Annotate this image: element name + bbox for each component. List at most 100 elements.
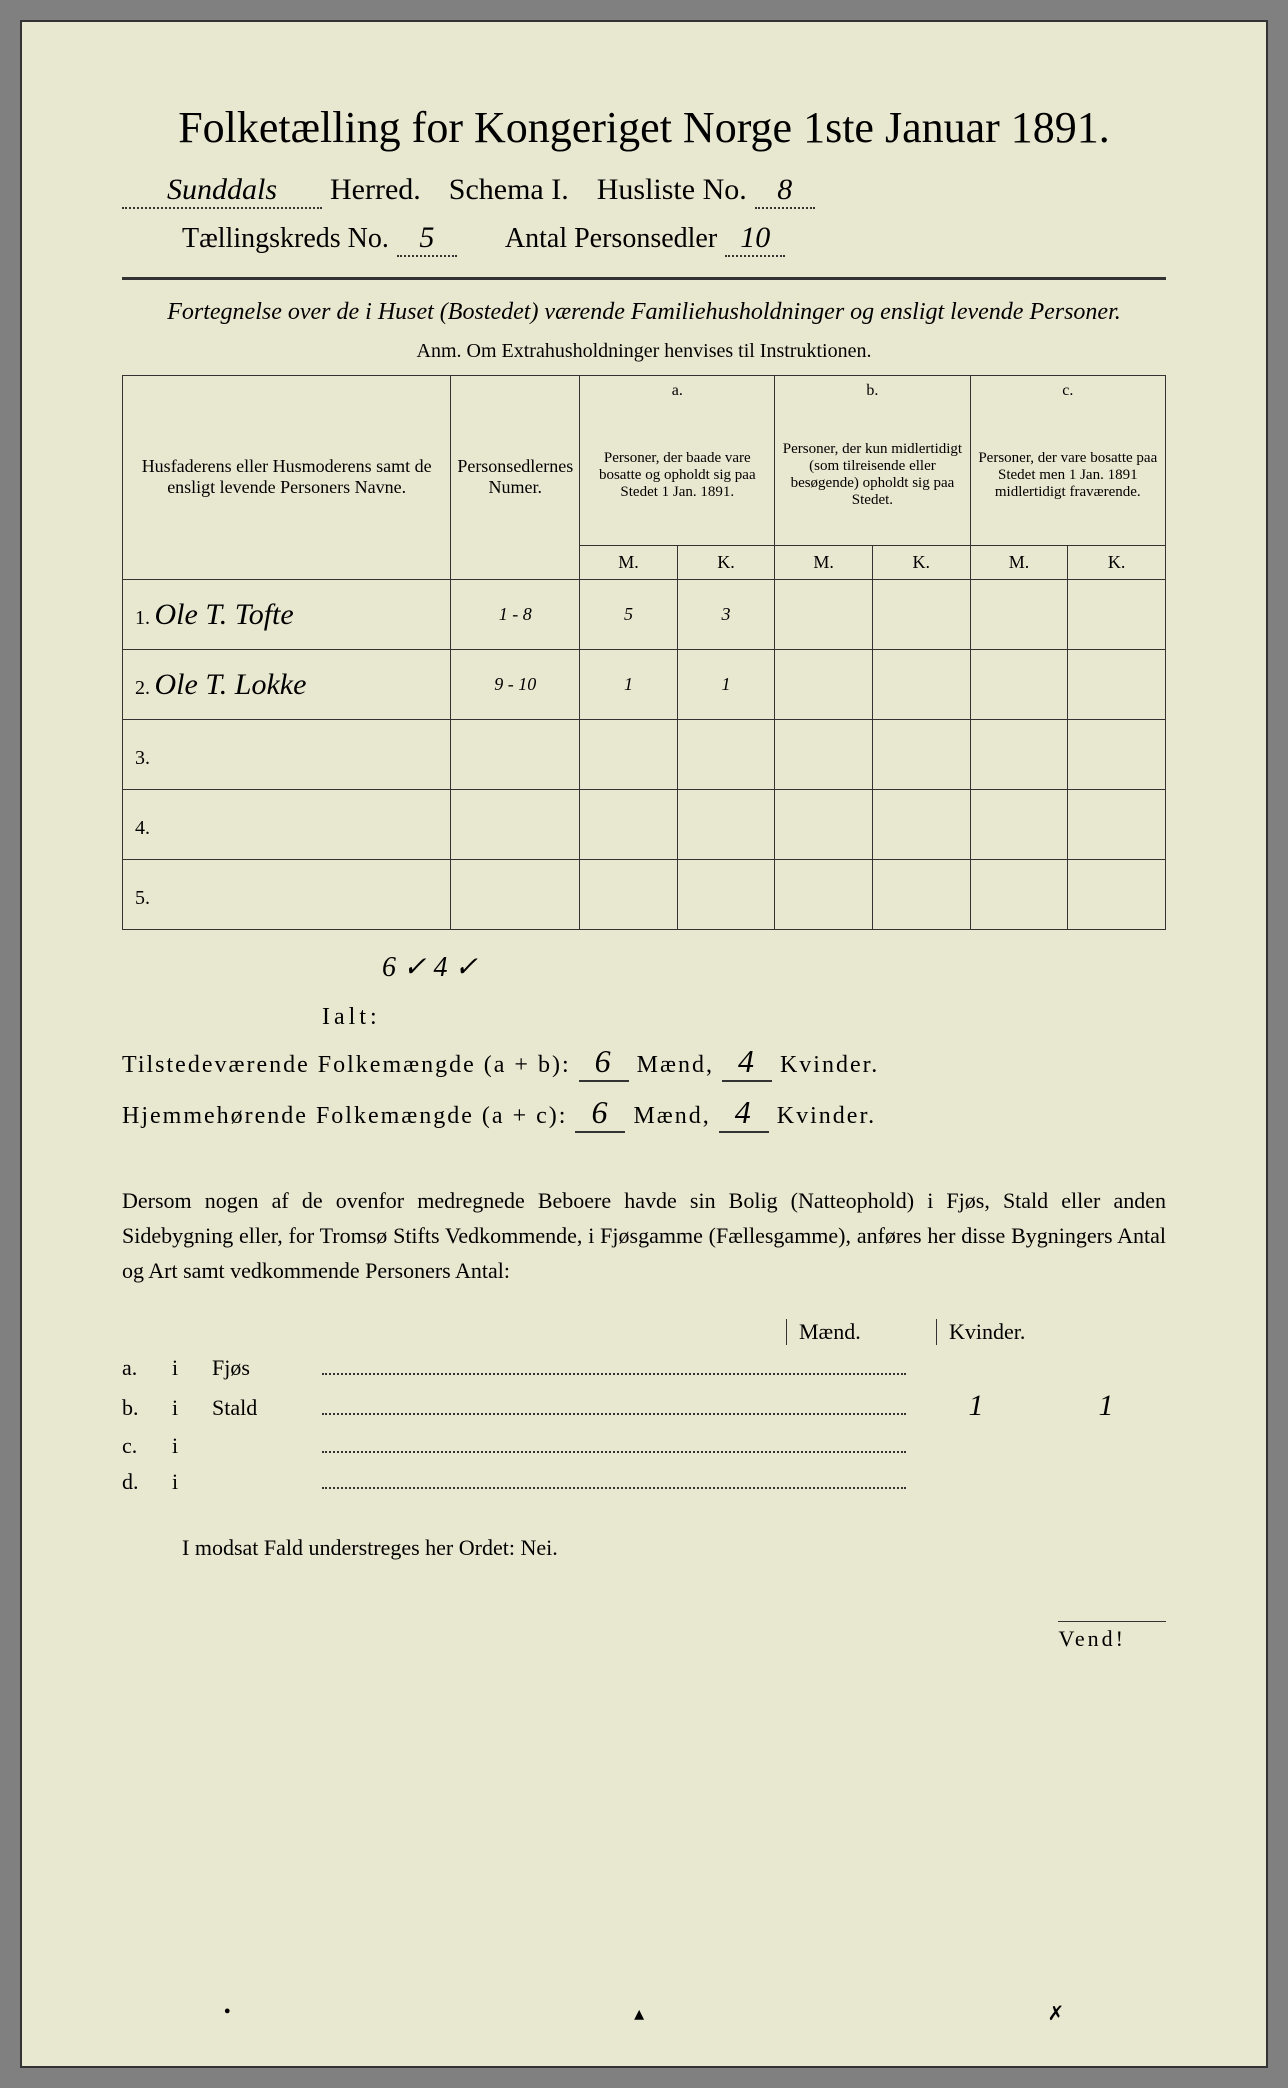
summary1-label: Tilstedeværende Folkemængde (a + b):: [122, 1052, 571, 1078]
row-bm: [775, 860, 873, 930]
row-bk: [872, 790, 970, 860]
bld-dots: [322, 1467, 906, 1489]
bottom-marks: •▴✗: [22, 2001, 1266, 2026]
row-cm: [970, 650, 1068, 720]
ialt-hand: 6 ✓ 4 ✓: [122, 952, 478, 983]
row-bm: [775, 580, 873, 650]
row-ak: 1: [677, 650, 774, 720]
table-row: 5.: [123, 860, 1166, 930]
row-num: [451, 720, 580, 790]
row-name: 5.: [123, 860, 451, 930]
col-b-header: Personer, der kun midlertidigt (som tilr…: [775, 406, 970, 546]
building-row: c. i: [122, 1431, 1166, 1459]
bld-lbl: c.: [122, 1433, 162, 1459]
row-am: 1: [580, 650, 678, 720]
row-bm: [775, 790, 873, 860]
schema-label: Schema I.: [449, 173, 569, 207]
bld-m: 1: [916, 1389, 1036, 1423]
subtitle: Fortegnelse over de i Huset (Bostedet) v…: [122, 296, 1166, 330]
household-table: Husfaderens eller Husmoderens samt de en…: [122, 375, 1166, 931]
header-line-2: Tællingskreds No. 5 Antal Personsedler 1…: [122, 221, 1166, 257]
vend-label: Vend!: [1058, 1621, 1166, 1652]
kreds-label: Tællingskreds No.: [182, 223, 389, 255]
row-name: 1. Ole T. Tofte: [123, 580, 451, 650]
bld-lbl: b.: [122, 1395, 162, 1421]
summary2-label: Hjemmehørende Folkemængde (a + c):: [122, 1103, 567, 1129]
building-row: d. i: [122, 1467, 1166, 1495]
col-names-header: Husfaderens eller Husmoderens samt de en…: [123, 375, 451, 580]
row-ck: [1068, 860, 1166, 930]
row-ck: [1068, 650, 1166, 720]
col-am: M.: [580, 546, 678, 580]
summary2-m: 6: [575, 1094, 625, 1133]
row-num: 9 - 10: [451, 650, 580, 720]
antal-label: Antal Personsedler: [505, 223, 717, 255]
husliste-label: Husliste No.: [597, 173, 747, 207]
col-cm: M.: [970, 546, 1068, 580]
col-ak: K.: [677, 546, 774, 580]
row-bk: [872, 650, 970, 720]
antal-value: 10: [725, 221, 785, 257]
ialt-label: Ialt:: [122, 1004, 1166, 1031]
bld-lbl: a.: [122, 1355, 162, 1381]
row-name: 3.: [123, 720, 451, 790]
row-ak: [677, 720, 774, 790]
table-row: 2. Ole T. Lokke 9 - 10 1 1: [123, 650, 1166, 720]
row-ck: [1068, 580, 1166, 650]
col-a-header: Personer, der baade vare bosatte og opho…: [580, 406, 775, 546]
row-bk: [872, 860, 970, 930]
footer-line: I modsat Fald understreges her Ordet: Ne…: [122, 1535, 1166, 1561]
row-bk: [872, 720, 970, 790]
page-title: Folketælling for Kongeriget Norge 1ste J…: [122, 102, 1166, 153]
row-ak: 3: [677, 580, 774, 650]
divider: [122, 277, 1166, 280]
col-bm: M.: [775, 546, 873, 580]
herred-value: Sunddals: [122, 173, 322, 209]
bld-i: i: [172, 1469, 202, 1495]
row-name: 4.: [123, 790, 451, 860]
row-name: 2. Ole T. Lokke: [123, 650, 451, 720]
building-col-headers: Mænd. Kvinder.: [122, 1319, 1166, 1345]
bld-i: i: [172, 1355, 202, 1381]
row-am: [580, 860, 678, 930]
row-am: [580, 720, 678, 790]
row-cm: [970, 580, 1068, 650]
bld-dots: [322, 1431, 906, 1453]
husliste-value: 8: [755, 173, 815, 209]
bld-dots: [322, 1393, 906, 1415]
summary1-k: 4: [722, 1043, 772, 1082]
kreds-value: 5: [397, 221, 457, 257]
bld-hdr-k: Kvinder.: [936, 1319, 1046, 1345]
col-num-header: Personsedlernes Numer.: [451, 375, 580, 580]
row-am: [580, 790, 678, 860]
row-ck: [1068, 790, 1166, 860]
table-row: 1. Ole T. Tofte 1 - 8 5 3: [123, 580, 1166, 650]
bld-lbl: d.: [122, 1469, 162, 1495]
row-cm: [970, 720, 1068, 790]
row-cm: [970, 860, 1068, 930]
bld-i: i: [172, 1395, 202, 1421]
col-c-top: c.: [970, 375, 1165, 406]
col-c-header: Personer, der vare bosatte paa Stedet me…: [970, 406, 1165, 546]
kvinder-label2: Kvinder.: [777, 1103, 876, 1129]
bld-hdr-m: Mænd.: [786, 1319, 896, 1345]
row-am: 5: [580, 580, 678, 650]
building-row: a. i Fjøs: [122, 1353, 1166, 1381]
col-a-top: a.: [580, 375, 775, 406]
summary1-m: 6: [579, 1043, 629, 1082]
row-bm: [775, 720, 873, 790]
row-bk: [872, 580, 970, 650]
summary2-k: 4: [719, 1094, 769, 1133]
col-bk: K.: [872, 546, 970, 580]
row-ck: [1068, 720, 1166, 790]
building-paragraph: Dersom nogen af de ovenfor medregnede Be…: [122, 1183, 1166, 1289]
summary-line-2: Hjemmehørende Folkemængde (a + c): 6 Mæn…: [122, 1094, 1166, 1133]
bld-dots: [322, 1353, 906, 1375]
maend-label: Mænd,: [637, 1052, 714, 1078]
bld-name: Stald: [212, 1395, 312, 1421]
table-row: 3.: [123, 720, 1166, 790]
row-num: 1 - 8: [451, 580, 580, 650]
header-line-1: Sunddals Herred. Schema I. Husliste No. …: [122, 173, 1166, 209]
table-row: 4.: [123, 790, 1166, 860]
herred-label: Herred.: [330, 173, 421, 207]
